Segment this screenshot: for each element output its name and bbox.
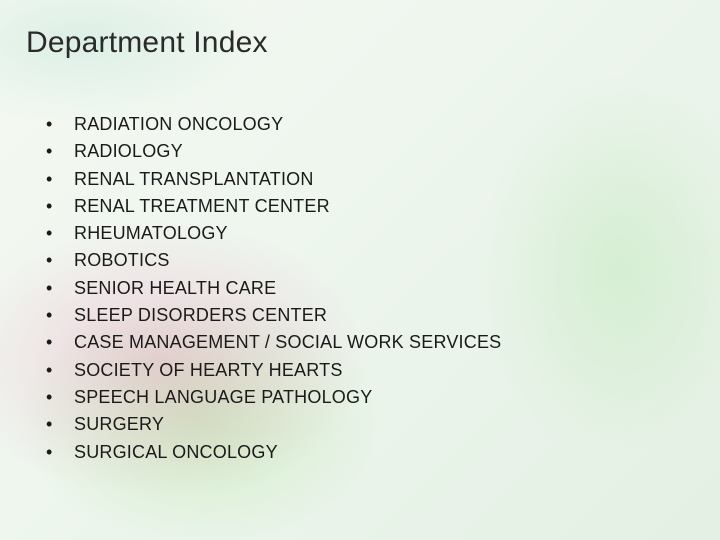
list-item: RENAL TREATMENT CENTER <box>46 194 694 218</box>
list-item: SURGICAL ONCOLOGY <box>46 440 694 464</box>
list-item: SOCIETY OF HEARTY HEARTS <box>46 358 694 382</box>
slide-container: Department Index RADIATION ONCOLOGY RADI… <box>0 0 720 540</box>
department-list: RADIATION ONCOLOGY RADIOLOGY RENAL TRANS… <box>26 112 694 464</box>
list-item: SENIOR HEALTH CARE <box>46 276 694 300</box>
list-item: ROBOTICS <box>46 248 694 272</box>
list-item: RADIOLOGY <box>46 139 694 163</box>
list-item: RHEUMATOLOGY <box>46 221 694 245</box>
list-item: CASE MANAGEMENT / SOCIAL WORK SERVICES <box>46 330 694 354</box>
list-item: RADIATION ONCOLOGY <box>46 112 694 136</box>
list-item: SURGERY <box>46 412 694 436</box>
slide-title: Department Index <box>26 26 694 60</box>
list-item: SPEECH LANGUAGE PATHOLOGY <box>46 385 694 409</box>
list-item: RENAL TRANSPLANTATION <box>46 167 694 191</box>
list-item: SLEEP DISORDERS CENTER <box>46 303 694 327</box>
